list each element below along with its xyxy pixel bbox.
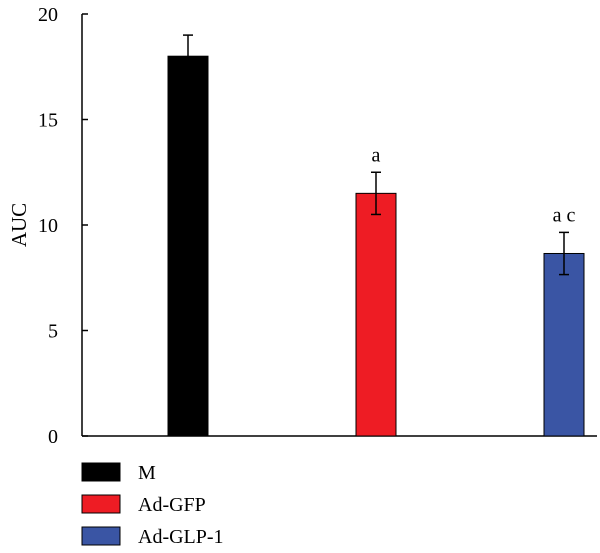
legend-entry: Ad-GFP: [81, 494, 206, 516]
bar-ad-glp-1: [543, 252, 585, 437]
chart-bars: a a c: [167, 34, 585, 437]
error-bar: [371, 171, 381, 216]
significance-label: a c: [553, 204, 576, 226]
chart-legend: M Ad-GFP Ad-GLP-1: [81, 462, 224, 548]
y-tick-label: 10: [38, 215, 58, 237]
legend-entry: Ad-GLP-1: [81, 526, 224, 548]
legend-swatch: [81, 526, 121, 546]
legend-label: Ad-GFP: [138, 494, 206, 516]
chart-axes: 0 5 10 15 20 AUC: [7, 4, 597, 448]
y-tick-label: 5: [48, 321, 58, 343]
y-axis-label: AUC: [7, 203, 31, 247]
legend-label: M: [138, 462, 156, 484]
bar-m: [167, 55, 209, 437]
y-tick-label: 0: [48, 426, 58, 448]
significance-label: a: [372, 144, 381, 166]
legend-swatch: [81, 494, 121, 514]
error-bar: [183, 34, 193, 79]
error-bar: [559, 231, 569, 276]
legend-label: Ad-GLP-1: [138, 526, 224, 548]
legend-swatch: [81, 462, 121, 482]
y-tick-label: 20: [38, 4, 58, 26]
bar-ad-gfp: [355, 192, 397, 437]
legend-entry: M: [81, 462, 156, 484]
y-tick-label: 15: [38, 110, 58, 132]
